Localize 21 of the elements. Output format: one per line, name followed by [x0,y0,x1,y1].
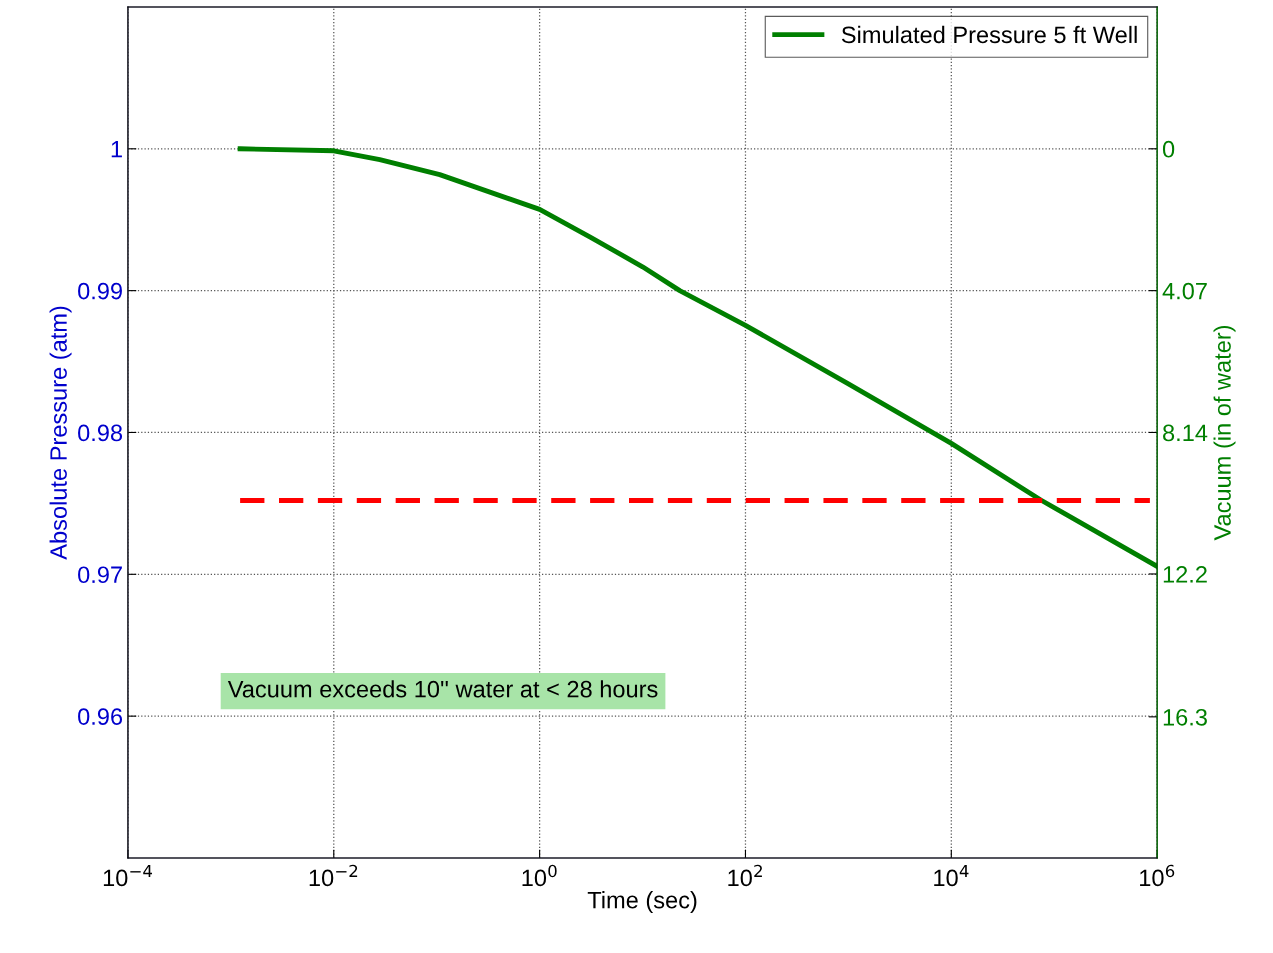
x-tick-label: 10$^{2}$ [728,864,762,887]
y-tick-label: 0.96 [78,708,123,725]
y2-tick-label: 12.2 [1163,566,1207,583]
y2-tick-label: 4.07 [1162,282,1207,300]
x-tick-label: 10$^{6}$ [1140,864,1175,887]
y-axis-title: Absolute Pressure (atm) [49,306,72,560]
legend-label: Simulated Pressure 5 ft Well [841,25,1137,44]
y-tick-label: 1 [111,141,122,158]
y-tick-label: 0.97 [78,566,122,584]
x-axis-title: Time (sec) [587,891,697,914]
y2-axis-title: Vacuum (in of water) [1213,325,1236,541]
y2-tick-label: 16.3 [1163,708,1207,726]
x-tick-label: 10$^{−2}$ [309,864,358,887]
y-tick-label: 0.99 [78,282,122,300]
x-tick-label: 10$^{4}$ [934,864,969,887]
y-tick-label: 0.98 [78,424,123,442]
y2-tick-label: 8.14 [1163,424,1208,442]
x-tick-label: 10$^{−4}$ [103,864,153,887]
y2-tick-label: 0 [1162,140,1175,158]
annotation: Vacuum exceeds 10'' water at < 28 hours [227,680,658,698]
x-tick-label: 10$^{0}$ [522,864,557,887]
